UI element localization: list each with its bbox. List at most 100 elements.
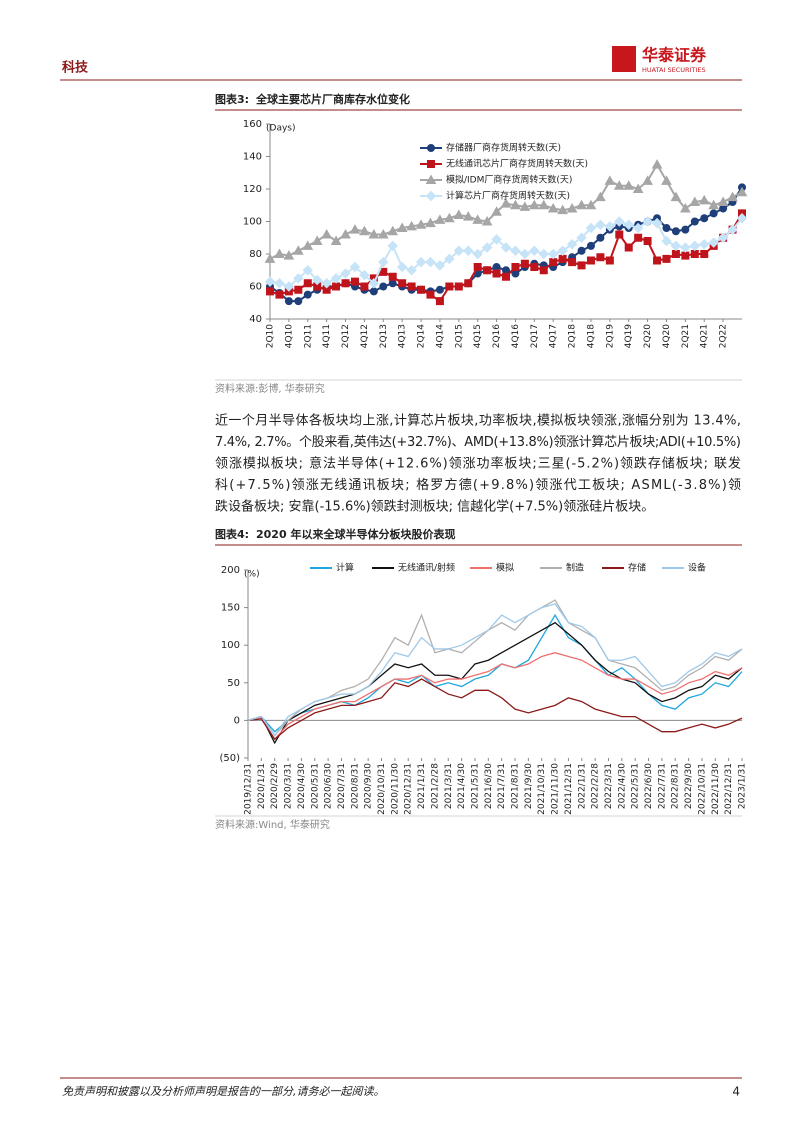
x-tick-label: 2Q19	[605, 324, 615, 349]
y-tick-label: 50	[227, 678, 240, 689]
x-tick-label: 2022/3/31	[604, 763, 614, 809]
marker	[708, 237, 719, 248]
marker	[275, 290, 284, 299]
marker	[492, 269, 501, 278]
marker	[349, 224, 361, 234]
marker	[311, 274, 323, 286]
marker	[406, 220, 417, 231]
x-tick-label: 2021/10/31	[537, 763, 547, 815]
marker	[302, 265, 313, 276]
paragraph-line: 科(+7.5%)领涨无线通讯板块; 格罗方德(+9.8%)领涨代工板块; ASM…	[215, 477, 741, 493]
marker	[680, 202, 691, 213]
marker	[547, 202, 559, 213]
marker	[303, 290, 312, 299]
marker	[586, 256, 595, 265]
x-tick-label: 2Q11	[303, 324, 313, 348]
marker	[360, 282, 369, 291]
marker	[604, 175, 616, 185]
x-tick-label: 2021/7/31	[497, 763, 507, 809]
marker	[520, 259, 529, 268]
figure-source: 资料来源:彭博, 华泰研究	[215, 382, 325, 395]
marker	[483, 266, 492, 275]
marker	[529, 245, 540, 256]
marker	[510, 245, 521, 256]
x-tick-label: 2020/4/30	[297, 763, 307, 809]
marker	[388, 272, 397, 281]
marker	[407, 282, 416, 291]
marker	[303, 279, 312, 288]
x-tick-label: 2Q21	[681, 324, 691, 348]
marker	[736, 186, 748, 197]
marker	[379, 282, 388, 291]
marker	[311, 235, 323, 245]
x-tick-label: 2019/12/31	[244, 763, 254, 815]
marker	[586, 241, 595, 250]
marker	[624, 243, 633, 252]
y-tick-label: 200	[221, 565, 240, 576]
marker	[651, 217, 663, 229]
marker	[426, 290, 435, 299]
marker	[284, 297, 293, 306]
x-tick-label: 2Q12	[341, 324, 351, 348]
marker	[427, 144, 435, 152]
y-tick-label: 160	[243, 119, 262, 130]
x-tick-label: 2Q14	[417, 324, 427, 349]
marker	[472, 214, 484, 224]
marker	[661, 235, 672, 247]
y-tick-label: 60	[249, 282, 262, 293]
logo-cn: 华泰证券	[642, 46, 707, 65]
x-tick-label: 2020/8/31	[350, 763, 360, 809]
x-tick-label: 2022/5/31	[631, 763, 641, 809]
marker	[396, 261, 408, 273]
x-tick-label: 2021/11/30	[551, 763, 561, 815]
x-tick-label: 4Q15	[473, 324, 483, 348]
marker	[651, 159, 663, 169]
marker	[445, 282, 454, 291]
marker	[340, 268, 351, 279]
section: 科技	[62, 60, 89, 76]
logo-icon	[612, 46, 636, 72]
marker	[293, 273, 304, 284]
marker	[632, 222, 644, 234]
marker	[283, 281, 295, 292]
marker	[502, 272, 510, 281]
series-line	[247, 652, 743, 741]
marker	[359, 269, 370, 281]
marker	[368, 278, 380, 289]
marker	[623, 180, 635, 190]
x-tick-label: 4Q12	[360, 324, 370, 348]
legend-label: 计算芯片厂商存货周转天数(天)	[446, 190, 570, 202]
x-tick-label: 2022/1/31	[577, 763, 587, 809]
x-tick-label: 4Q14	[435, 324, 445, 349]
x-tick-label: 4Q10	[284, 324, 294, 349]
marker	[519, 248, 531, 260]
x-tick-label: 4Q17	[549, 324, 559, 348]
x-tick-label: 2020/6/30	[324, 763, 334, 809]
marker	[614, 216, 625, 227]
marker	[519, 201, 531, 211]
marker	[491, 206, 502, 216]
marker	[576, 232, 587, 243]
marker	[557, 245, 568, 256]
marker	[623, 219, 634, 230]
legend-label: 无线通讯芯片厂商存货周转天数(天)	[446, 158, 588, 170]
marker	[330, 273, 342, 284]
marker	[453, 245, 465, 256]
marker	[577, 261, 586, 270]
x-tick-label: 2021/12/31	[564, 763, 574, 815]
x-tick-label: 4Q11	[322, 324, 332, 348]
marker	[528, 199, 540, 210]
marker	[613, 180, 625, 190]
x-tick-label: 2022/6/30	[644, 763, 654, 809]
x-tick-label: 2022/9/30	[684, 763, 694, 809]
marker	[568, 258, 577, 267]
marker	[643, 237, 652, 245]
x-tick-label: 2022/11/30	[711, 763, 721, 815]
marker	[500, 198, 512, 208]
marker	[717, 232, 729, 243]
marker	[700, 250, 709, 258]
marker	[492, 263, 501, 271]
marker	[368, 228, 380, 239]
marker	[539, 266, 548, 275]
x-tick-label: 2022/7/31	[657, 763, 667, 809]
